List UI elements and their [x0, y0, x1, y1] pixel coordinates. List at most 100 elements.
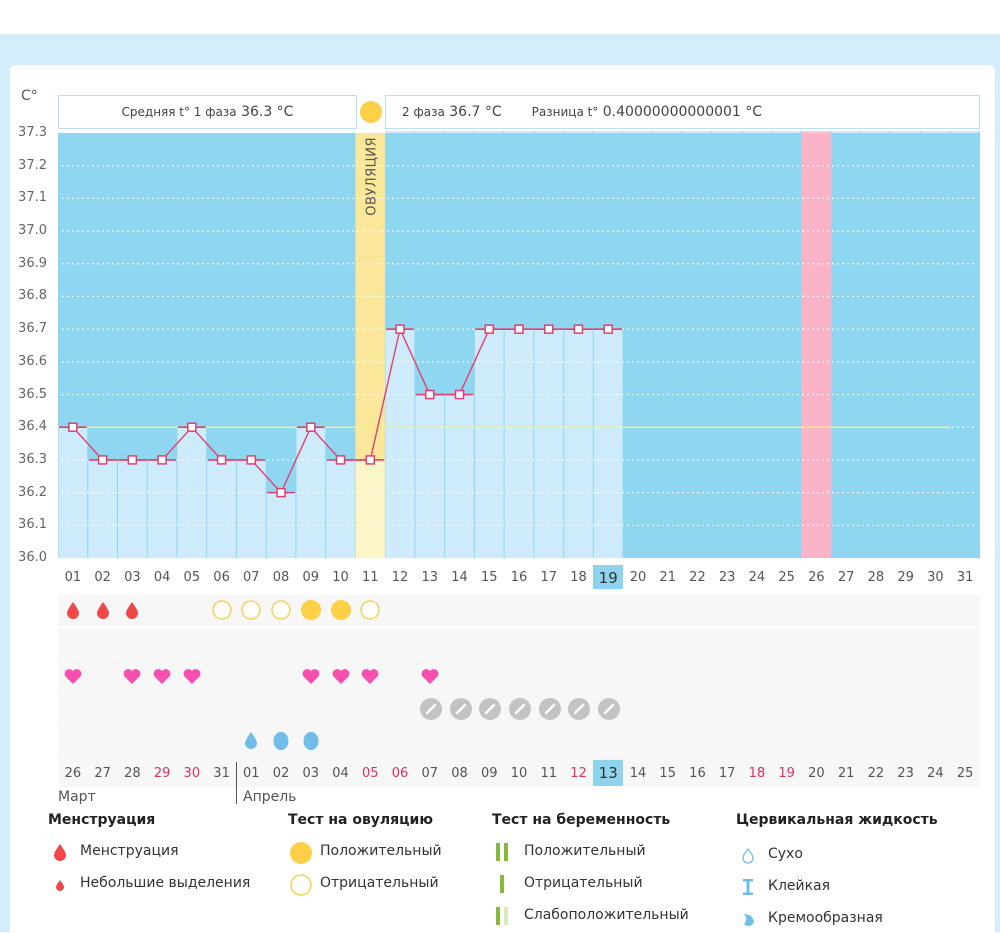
calendar-date-label[interactable]: 17 [718, 766, 736, 781]
calendar-date-label[interactable]: 06 [391, 766, 409, 781]
cycle-day-label[interactable]: 16 [510, 570, 528, 585]
cycle-day-label[interactable]: 01 [64, 570, 82, 585]
temperature-bar [564, 329, 593, 558]
calendar-date-label[interactable]: 26 [64, 766, 82, 781]
calendar-date-label[interactable]: 25 [956, 766, 974, 781]
temperature-bar [117, 459, 147, 558]
heart-icon[interactable] [331, 666, 351, 686]
heart-icon[interactable] [122, 666, 142, 686]
menstruation-drop-icon[interactable] [93, 600, 113, 620]
cycle-day-label[interactable]: 13 [421, 570, 439, 585]
calendar-date-label[interactable]: 05 [362, 766, 379, 781]
cycle-day-label[interactable]: 17 [540, 570, 557, 585]
cycle-day-label[interactable]: 03 [124, 570, 141, 585]
calendar-date-label[interactable]: 04 [332, 766, 349, 781]
ovulation-test-negative-icon[interactable] [241, 600, 262, 620]
cycle-day-label[interactable]: 22 [689, 570, 706, 585]
pill-icon[interactable] [538, 698, 561, 720]
cycle-day-label[interactable]: 12 [391, 570, 409, 585]
cycle-day-label[interactable]: 05 [183, 570, 201, 585]
cycle-day-label[interactable]: 18 [570, 570, 587, 585]
cycle-day-label[interactable]: 27 [837, 570, 855, 585]
cycle-day-label[interactable]: 09 [302, 570, 320, 585]
ovulation-test-negative-icon[interactable] [360, 600, 381, 620]
today-calendar-date[interactable]: 13 [593, 760, 624, 786]
calendar-date-label[interactable]: 24 [927, 766, 944, 781]
pill-icon[interactable] [568, 698, 591, 720]
cycle-day-label[interactable]: 02 [94, 570, 111, 585]
pill-icon[interactable] [449, 698, 472, 720]
cycle-day-label[interactable]: 28 [867, 570, 885, 585]
phase2-summary: 2 фаза 36.7 °C Разница t° 0.400000000000… [385, 95, 980, 129]
ovulation-test-positive-icon[interactable] [330, 600, 351, 620]
ovulation-test-positive-icon[interactable] [300, 600, 321, 620]
pill-icon[interactable] [598, 698, 621, 720]
heart-icon[interactable] [63, 666, 83, 686]
legend-group-title: Цервикальная жидкость [736, 812, 938, 828]
calendar-date-label[interactable]: 18 [748, 766, 766, 781]
cycle-day-label[interactable]: 08 [272, 570, 290, 585]
calendar-date-label[interactable]: 29 [153, 766, 171, 781]
today-cycle-day[interactable]: 19 [593, 565, 624, 589]
calendar-date-label[interactable]: 19 [778, 766, 795, 781]
calendar-date-label[interactable]: 01 [243, 766, 260, 781]
calendar-date-label[interactable]: 10 [510, 766, 528, 781]
calendar-date-label[interactable]: 08 [451, 766, 468, 781]
cycle-day-label[interactable]: 15 [480, 570, 498, 585]
calendar-date-label[interactable]: 27 [94, 766, 111, 781]
cycle-day-label[interactable]: 04 [153, 570, 171, 585]
cervical-creamy-icon[interactable] [301, 730, 321, 750]
cycle-day-label[interactable]: 11 [362, 570, 379, 585]
calendar-date-label[interactable]: 28 [124, 766, 141, 781]
heart-icon[interactable] [152, 666, 172, 686]
heart-icon[interactable] [420, 666, 440, 686]
calendar-date-label[interactable]: 14 [629, 766, 647, 781]
cervical-creamy-icon[interactable] [271, 730, 291, 750]
cycle-day-label[interactable]: 07 [243, 570, 260, 585]
calendar-date-label[interactable]: 31 [213, 766, 230, 781]
phase1-label: Средняя t° 1 фаза [121, 105, 237, 119]
cervical-drop-icon[interactable] [241, 730, 261, 750]
temperature-point [97, 455, 108, 465]
marker-row [58, 660, 980, 691]
calendar-date-label[interactable]: 20 [808, 766, 825, 781]
cycle-day-label[interactable]: 10 [332, 570, 349, 585]
cycle-day-label[interactable]: 26 [808, 570, 825, 585]
calendar-date-label[interactable]: 12 [570, 766, 587, 781]
cycle-day-label[interactable]: 21 [659, 570, 676, 585]
cycle-day-label[interactable]: 30 [927, 570, 944, 585]
calendar-date-label[interactable]: 03 [302, 766, 320, 781]
calendar-date-label[interactable]: 11 [540, 766, 557, 781]
calendar-date-label[interactable]: 16 [689, 766, 706, 781]
heart-icon[interactable] [301, 666, 321, 686]
temperature-bar [504, 329, 534, 558]
calendar-date-label[interactable]: 09 [480, 766, 498, 781]
cycle-day-label[interactable]: 06 [213, 570, 230, 585]
cycle-day-label[interactable]: 24 [748, 570, 766, 585]
cycle-day-label[interactable]: 14 [451, 570, 468, 585]
cycle-day-label[interactable]: 25 [778, 570, 795, 585]
calendar-date-label[interactable]: 21 [837, 766, 855, 781]
ovulation-test-negative-icon[interactable] [211, 600, 232, 620]
heart-icon[interactable] [360, 666, 380, 686]
calendar-date-label[interactable]: 07 [421, 766, 439, 781]
menstruation-drop-icon[interactable] [122, 600, 142, 620]
negative-ovulation-test-icon [290, 874, 312, 900]
calendar-date-label[interactable]: 30 [183, 766, 201, 781]
pill-icon[interactable] [479, 698, 502, 720]
pill-icon[interactable] [419, 698, 442, 720]
temperature-bar [534, 329, 564, 558]
cycle-day-label[interactable]: 23 [718, 570, 736, 585]
calendar-date-label[interactable]: 02 [272, 766, 290, 781]
calendar-date-label[interactable]: 22 [867, 766, 885, 781]
calendar-date-label[interactable]: 23 [897, 766, 914, 781]
heart-icon[interactable] [182, 666, 202, 686]
menstruation-drop-icon[interactable] [63, 600, 83, 620]
ovulation-test-negative-icon[interactable] [271, 600, 291, 620]
dry-icon [738, 845, 758, 869]
pill-icon[interactable] [509, 698, 531, 720]
cycle-day-label[interactable]: 29 [897, 570, 914, 585]
cycle-day-label[interactable]: 20 [629, 570, 647, 585]
calendar-date-label[interactable]: 15 [659, 766, 676, 781]
cycle-day-label[interactable]: 31 [956, 570, 974, 585]
